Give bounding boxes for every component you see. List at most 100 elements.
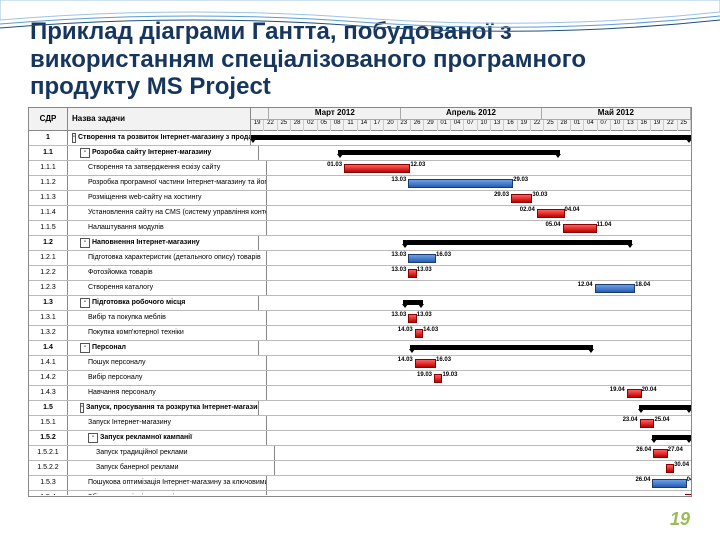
- bar-end-label: 16.03: [434, 252, 451, 258]
- bar-start-label: 13.03: [391, 312, 408, 318]
- day-header: 01: [438, 120, 451, 131]
- row-wbs: 1.3: [29, 296, 68, 310]
- task-bar[interactable]: [652, 479, 686, 488]
- page-number: 19: [670, 509, 690, 530]
- day-header: 20: [384, 120, 397, 131]
- gantt-chart: СДР Назва задачи Март 2012Апрель 2012Май…: [28, 107, 692, 497]
- summary-bar[interactable]: [403, 240, 632, 245]
- gantt-row: 1.5.3Пошукова оптимізація Інтернет-магаз…: [29, 476, 691, 491]
- bar-start-label: 13.03: [391, 177, 408, 183]
- gantt-row: 1.2.2 Фотозйомка товарів 13.0313.03: [29, 266, 691, 281]
- task-name-text: Запуск банерної реклами: [96, 464, 179, 471]
- bar-end-label: 25.04: [652, 417, 669, 423]
- row-wbs: 1.1.3: [29, 191, 68, 205]
- gantt-row: 1.5.2.1Запуск традиційної реклами26.0427…: [29, 446, 691, 461]
- gantt-row: 1.3.1Вибір та покупка меблів13.0313.03: [29, 311, 691, 326]
- task-bar[interactable]: [408, 179, 513, 188]
- gantt-row: 1.5.2-Запуск рекламної кампанії: [29, 431, 691, 446]
- row-wbs: 1.3.1: [29, 311, 68, 325]
- day-header: 13: [491, 120, 504, 131]
- day-header: 28: [291, 120, 304, 131]
- task-name-text: Запуск традиційної реклами: [96, 449, 188, 456]
- row-wbs: 1.1.1: [29, 161, 68, 175]
- gantt-row: 1.3.2Покупка комп'ютерної техніки14.0314…: [29, 326, 691, 341]
- row-name: -Розробка сайту Інтернет-магазину: [68, 146, 259, 160]
- slide: Приклад діаграми Гантта, побудованої з в…: [0, 0, 720, 540]
- collapse-icon[interactable]: -: [88, 433, 98, 443]
- day-header: 17: [371, 120, 384, 131]
- summary-bar[interactable]: [652, 435, 691, 440]
- collapse-icon[interactable]: -: [80, 148, 90, 158]
- header-name: Назва задачи: [68, 108, 251, 130]
- gantt-row: 1.4.3Навчання персоналу19.0420.04: [29, 386, 691, 401]
- task-bar[interactable]: [595, 284, 636, 293]
- day-header: 01: [571, 120, 584, 131]
- summary-bar[interactable]: [338, 150, 561, 155]
- row-wbs: 1.5.2.1: [29, 446, 68, 460]
- row-wbs: 1: [29, 131, 68, 145]
- collapse-icon[interactable]: -: [80, 238, 90, 248]
- gantt-row: 1.1.5Налаштування модулів05.0411.04: [29, 221, 691, 236]
- task-name-text: Персонал: [92, 344, 126, 351]
- row-wbs: 1.3.2: [29, 326, 68, 340]
- day-header: 25: [678, 120, 691, 131]
- collapse-icon[interactable]: -: [80, 298, 90, 308]
- gantt-row: 1.5-Запуск, просування та розкрутка Інте…: [29, 401, 691, 416]
- task-name-text: Запуск Інтернет-магазину: [88, 419, 171, 426]
- month-header: [251, 108, 269, 119]
- row-wbs: 1.2.2: [29, 266, 68, 280]
- task-name-text: Вибір персоналу: [88, 374, 142, 381]
- row-wbs: 1.5.2.2: [29, 461, 68, 475]
- collapse-icon[interactable]: -: [80, 403, 84, 413]
- summary-bar[interactable]: [403, 300, 423, 305]
- row-timeline: 13.0313.03: [267, 266, 691, 280]
- summary-bar[interactable]: [251, 135, 691, 140]
- row-timeline: [259, 341, 691, 355]
- day-header: 23: [398, 120, 411, 131]
- task-name-text: Збільшення відвідуваності за тематичними…: [88, 494, 261, 495]
- row-name: -Створення та розвиток Інтернет-магазину…: [68, 131, 251, 145]
- task-bar[interactable]: [563, 224, 597, 233]
- task-bar[interactable]: [511, 194, 532, 203]
- row-name: -Запуск, просування та розкрутка Інтерне…: [68, 401, 259, 415]
- bar-end-label: 30.04: [672, 462, 689, 468]
- task-bar[interactable]: [415, 359, 436, 368]
- bar-start-label: 29.03: [494, 192, 511, 198]
- task-bar[interactable]: [408, 254, 436, 263]
- row-timeline: [259, 401, 691, 415]
- row-wbs: 1.4.3: [29, 386, 68, 400]
- bar-start-label: 02.04: [520, 207, 537, 213]
- task-bar[interactable]: [344, 164, 410, 173]
- task-bar[interactable]: [537, 209, 565, 218]
- row-name: Налаштування модулів: [68, 221, 267, 235]
- day-header: 13: [624, 120, 637, 131]
- task-name-text: Фотозйомка товарів: [88, 269, 153, 276]
- day-header: 11: [344, 120, 357, 131]
- collapse-icon[interactable]: -: [72, 133, 76, 143]
- day-header: 02: [304, 120, 317, 131]
- day-header: 07: [598, 120, 611, 131]
- bar-end-label: 29.03: [511, 177, 528, 183]
- day-header: 19: [251, 120, 264, 131]
- summary-bar[interactable]: [410, 345, 593, 350]
- row-name: Фотозйомка товарів: [68, 266, 267, 280]
- row-name: -Персонал: [68, 341, 259, 355]
- bar-end-label: 13.03: [415, 312, 432, 318]
- row-name: -Підготовка робочого місця: [68, 296, 259, 310]
- task-name-text: Розробка сайту Інтернет-магазину: [92, 149, 211, 156]
- collapse-icon[interactable]: -: [80, 343, 90, 353]
- bar-end-label: 20.04: [640, 387, 657, 393]
- gantt-rows: 1-Створення та розвиток Інтернет-магазин…: [29, 131, 691, 495]
- summary-bar[interactable]: [639, 405, 691, 410]
- bar-start-label: 14.03: [398, 327, 415, 333]
- day-header: 05: [318, 120, 331, 131]
- row-timeline: [259, 146, 691, 160]
- row-name: -Наповнення Інтернет-магазину: [68, 236, 259, 250]
- bar-start-label: 12.04: [578, 282, 595, 288]
- row-timeline: 14.0316.03: [267, 356, 691, 370]
- row-timeline: 30.04: [275, 461, 691, 475]
- row-wbs: 1.5.3: [29, 476, 68, 490]
- task-name-text: Розміщення web-сайту на хостингу: [88, 194, 202, 201]
- row-wbs: 1.1.2: [29, 176, 68, 190]
- bar-end-label: 19.03: [440, 372, 457, 378]
